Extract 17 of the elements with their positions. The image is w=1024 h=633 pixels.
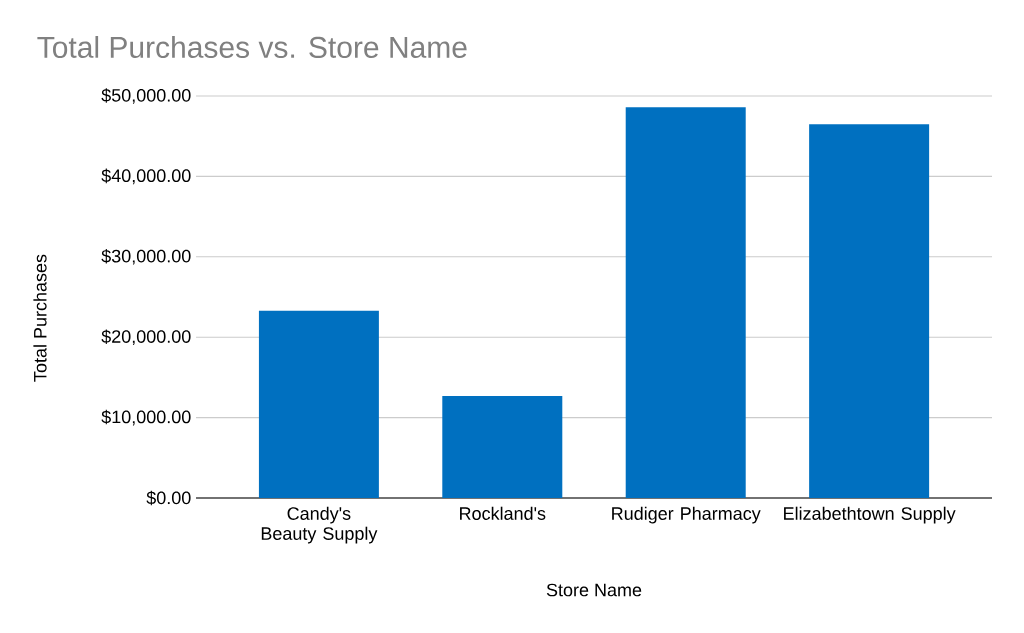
chart-title: Total Purchases vs. Store Name	[37, 35, 467, 59]
bar	[625, 107, 746, 498]
x-tick-label: Candy's Beauty Supply	[261, 506, 378, 544]
y-tick-label: $30,000.00	[101, 248, 191, 265]
x-axis-title: Store Name	[546, 583, 642, 597]
y-tick-label: $50,000.00	[101, 88, 191, 104]
y-tick-label: $0.00	[146, 490, 191, 506]
y-tick-label: $10,000.00	[101, 409, 191, 426]
y-tick-label: $40,000.00	[101, 168, 191, 185]
bar	[809, 124, 930, 498]
bar	[442, 395, 563, 498]
x-tick-label: Elizabethtown Supply	[784, 506, 956, 524]
y-tick-label: $20,000.00	[101, 329, 191, 346]
x-tick-label: Rockland's	[460, 506, 546, 520]
bar	[258, 310, 379, 498]
x-tick-label: Rudiger Pharmacy	[612, 506, 761, 524]
y-axis-title: Total Purchases	[33, 254, 47, 382]
